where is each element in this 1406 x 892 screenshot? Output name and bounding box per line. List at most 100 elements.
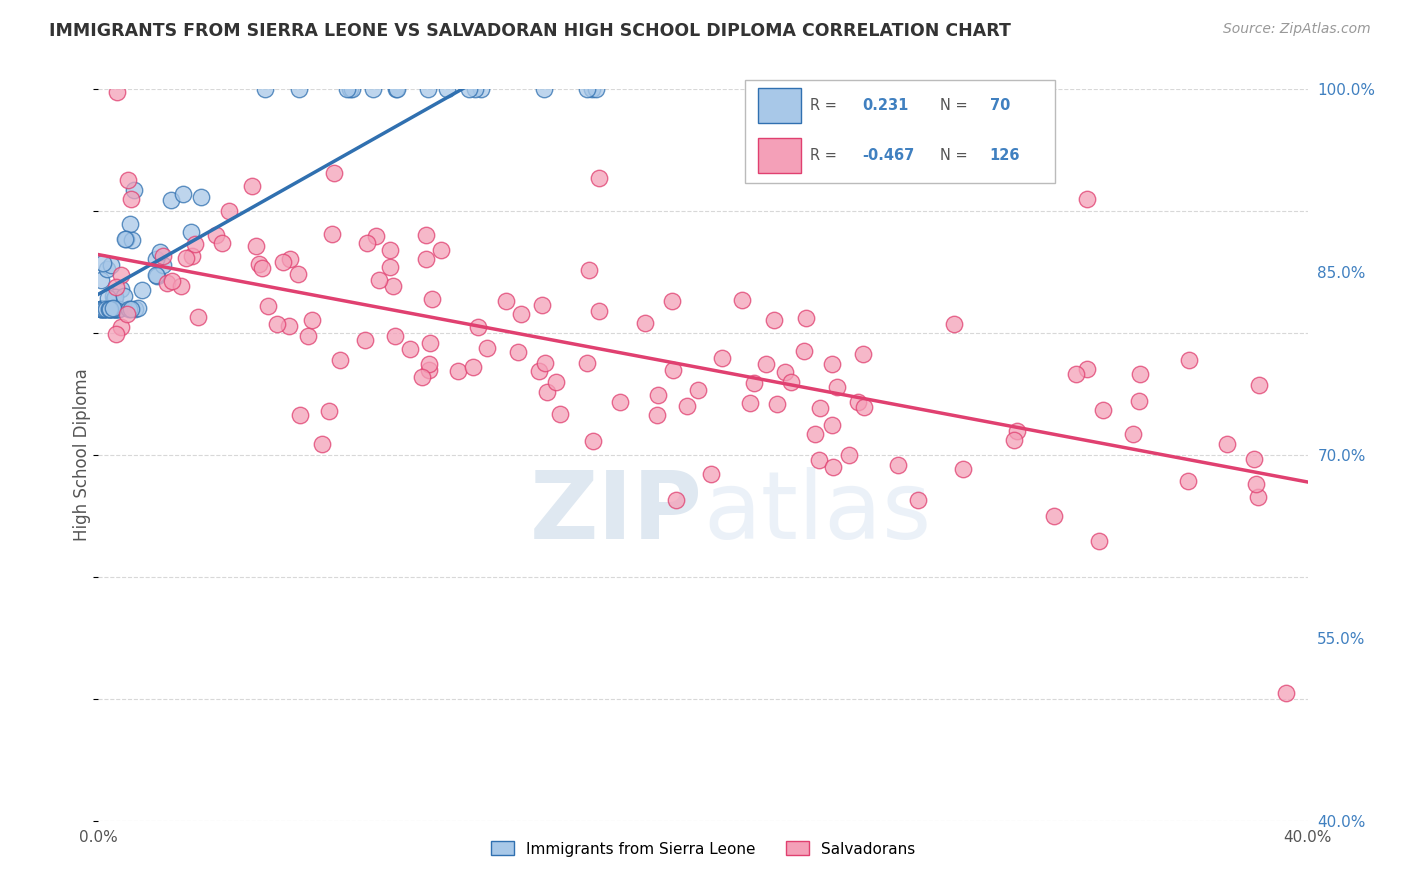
Point — [1177, 353, 1199, 368]
Text: 126: 126 — [990, 148, 1019, 162]
Point — [378, 244, 401, 258]
Point — [156, 276, 179, 290]
Point — [174, 251, 197, 265]
Point — [1066, 367, 1088, 381]
Point — [98, 301, 121, 316]
Point — [329, 352, 352, 367]
Text: -0.467: -0.467 — [863, 148, 915, 162]
Point — [647, 388, 669, 402]
Text: 0.231: 0.231 — [863, 98, 910, 113]
Point — [356, 236, 378, 251]
Point — [90, 273, 112, 287]
Point — [1092, 403, 1115, 417]
Point — [288, 82, 311, 96]
Point — [508, 345, 530, 359]
Point — [278, 252, 301, 266]
Point — [852, 400, 875, 414]
Point — [100, 258, 122, 272]
Point — [575, 356, 598, 370]
Point — [368, 273, 391, 287]
Point — [661, 294, 683, 309]
Point — [118, 217, 141, 231]
Point — [581, 434, 603, 448]
Point — [447, 364, 470, 378]
Point — [181, 249, 204, 263]
Point — [180, 225, 202, 239]
Point — [290, 408, 312, 422]
Point — [105, 301, 128, 316]
Point — [187, 310, 209, 325]
Point — [1076, 192, 1098, 206]
Point — [110, 268, 132, 282]
Point — [662, 363, 685, 377]
Point — [104, 327, 127, 342]
Point — [342, 82, 364, 96]
Point — [533, 82, 555, 96]
Point — [145, 268, 167, 283]
Point — [101, 289, 124, 303]
Point — [1247, 490, 1270, 504]
Point — [464, 82, 486, 96]
Point — [1216, 437, 1239, 451]
Point — [415, 227, 437, 242]
Point — [645, 408, 668, 422]
Point — [384, 329, 406, 343]
Point — [477, 341, 499, 355]
Point — [145, 268, 167, 283]
Point — [665, 493, 688, 508]
Point — [278, 319, 301, 334]
Point — [152, 249, 174, 263]
Point — [110, 282, 132, 296]
Point — [609, 394, 631, 409]
Point — [160, 273, 183, 287]
Point — [821, 459, 844, 474]
Legend: Immigrants from Sierra Leone, Salvadorans: Immigrants from Sierra Leone, Salvadoran… — [484, 834, 922, 864]
Point — [287, 267, 309, 281]
Point — [470, 82, 492, 96]
Point — [93, 301, 115, 316]
Point — [887, 458, 910, 472]
Point — [546, 375, 568, 389]
Point — [581, 82, 603, 96]
Point — [245, 239, 267, 253]
Point — [336, 82, 359, 96]
Point — [311, 436, 333, 450]
Point — [576, 82, 599, 96]
Point — [1076, 362, 1098, 376]
Point — [96, 261, 118, 276]
Point — [738, 396, 761, 410]
Point — [1129, 367, 1152, 381]
Point — [122, 183, 145, 197]
Point — [415, 252, 437, 267]
Point — [361, 82, 384, 96]
Point — [1243, 452, 1265, 467]
Point — [90, 301, 112, 316]
Point — [531, 298, 554, 312]
Point — [1244, 476, 1267, 491]
Point — [588, 171, 610, 186]
Point — [838, 449, 860, 463]
Y-axis label: High School Diploma: High School Diploma — [73, 368, 91, 541]
Point — [952, 462, 974, 476]
Point — [98, 301, 121, 316]
Point — [398, 343, 420, 357]
Text: R =: R = — [810, 98, 837, 113]
Point — [323, 166, 346, 180]
Point — [172, 187, 194, 202]
Point — [461, 359, 484, 374]
Point — [98, 301, 121, 316]
Point — [467, 319, 489, 334]
Text: IMMIGRANTS FROM SIERRA LEONE VS SALVADORAN HIGH SCHOOL DIPLOMA CORRELATION CHART: IMMIGRANTS FROM SIERRA LEONE VS SALVADOR… — [49, 22, 1011, 40]
Point — [94, 301, 117, 316]
Point — [240, 179, 263, 194]
Point — [252, 260, 274, 275]
Point — [124, 301, 146, 316]
Point — [364, 229, 387, 244]
Point — [131, 283, 153, 297]
Point — [419, 336, 441, 351]
Point — [105, 85, 128, 99]
Point — [211, 236, 233, 251]
Point — [110, 320, 132, 334]
Point — [588, 304, 610, 318]
Text: Source: ZipAtlas.com: Source: ZipAtlas.com — [1223, 22, 1371, 37]
